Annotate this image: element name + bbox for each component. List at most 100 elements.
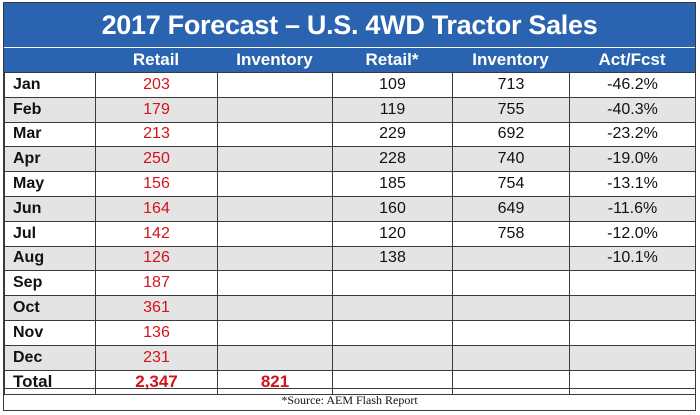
- table-row: May 156 185 754 -13.1%: [4, 171, 696, 197]
- table-row: Apr 250 228 740 -19.0%: [4, 146, 696, 173]
- header-inventory: Inventory: [236, 50, 313, 69]
- inventory-actual-cell: 692: [452, 121, 570, 148]
- month-cell: May: [4, 171, 96, 197]
- act-fcst-cell: -23.2%: [569, 121, 696, 148]
- retail-actual-cell: 185: [332, 171, 453, 197]
- act-fcst-cell: [569, 295, 696, 321]
- data-table: Jan 203 109 713 -46.2% Feb 179 119 755 -40.3% Mar 2…: [4, 72, 696, 396]
- table-row: Jul 142 120 758 -12.0%: [4, 220, 696, 247]
- inventory-cell: [217, 295, 333, 321]
- retail-actual-cell: 119: [332, 96, 453, 123]
- header-retail: Retail: [132, 50, 180, 69]
- inventory-cell: [217, 72, 333, 98]
- act-fcst-cell: -12.0%: [569, 220, 696, 247]
- table-frame: 2017 Forecast – U.S. 4WD Tractor Sales R…: [3, 2, 696, 411]
- month-cell: Feb: [4, 96, 96, 123]
- retail-actual-cell: 120: [332, 220, 453, 247]
- act-fcst-cell: -40.3%: [569, 96, 696, 123]
- inventory-cell: [217, 96, 333, 123]
- inventory-actual-cell: [452, 344, 570, 371]
- retail-cell: 179: [95, 96, 218, 123]
- act-fcst-cell: [569, 344, 696, 371]
- retail-cell: 136: [95, 319, 218, 346]
- table-row: Feb 179 119 755 -40.3%: [4, 96, 696, 123]
- retail-cell: 250: [95, 146, 218, 173]
- month-cell: Aug: [4, 245, 96, 272]
- retail-actual-cell: 160: [332, 195, 453, 222]
- inventory-cell: [217, 146, 333, 173]
- inventory-actual-cell: 754: [452, 171, 570, 197]
- month-cell: Sep: [4, 270, 96, 297]
- inventory-cell: [217, 195, 333, 222]
- inventory-actual-cell: 740: [452, 146, 570, 173]
- table-row: Oct 361: [4, 295, 696, 321]
- retail-cell: 231: [95, 344, 218, 371]
- table-row: Aug 126 138 -10.1%: [4, 245, 696, 272]
- month-cell: Nov: [4, 319, 96, 346]
- retail-actual-cell: [332, 295, 453, 321]
- inventory-actual-cell: 649: [452, 195, 570, 222]
- inventory-cell: [217, 319, 333, 346]
- retail-cell: 142: [95, 220, 218, 247]
- month-cell: Dec: [4, 344, 96, 371]
- retail-actual-cell: 228: [332, 146, 453, 173]
- retail-cell: 361: [95, 295, 218, 321]
- retail-actual-cell: [332, 344, 453, 371]
- inventory-cell: [217, 270, 333, 297]
- inventory-cell: [217, 171, 333, 197]
- act-fcst-cell: -46.2%: [569, 72, 696, 98]
- inventory-actual-cell: [452, 319, 570, 346]
- header-row: Retail Inventory Retail* Inventory Act/F…: [4, 47, 695, 72]
- retail-cell: 203: [95, 72, 218, 98]
- inventory-cell: [217, 344, 333, 371]
- retail-cell: 156: [95, 171, 218, 197]
- retail-cell: 213: [95, 121, 218, 148]
- act-fcst-cell: [569, 319, 696, 346]
- total-row: Total 2,347 821: [4, 369, 696, 396]
- inventory-actual-cell: 758: [452, 220, 570, 247]
- header-inventory-actual: Inventory: [472, 50, 549, 69]
- table-row: Nov 136: [4, 319, 696, 346]
- total-act-fcst: [569, 369, 696, 396]
- header-cell-blank: [4, 48, 95, 72]
- table-row: Jun 164 160 649 -11.6%: [4, 195, 696, 222]
- month-cell: Mar: [4, 121, 96, 148]
- table-row: Sep 187: [4, 270, 696, 297]
- retail-cell: 164: [95, 195, 218, 222]
- act-fcst-cell: -11.6%: [569, 195, 696, 222]
- inventory-cell: [217, 220, 333, 247]
- retail-actual-cell: [332, 319, 453, 346]
- table-row: Dec 231: [4, 344, 696, 371]
- month-cell: Oct: [4, 295, 96, 321]
- act-fcst-cell: -19.0%: [569, 146, 696, 173]
- retail-actual-cell: 229: [332, 121, 453, 148]
- act-fcst-cell: [569, 270, 696, 297]
- act-fcst-cell: -10.1%: [569, 245, 696, 272]
- retail-cell: 126: [95, 245, 218, 272]
- total-retail: 2,347: [95, 369, 218, 396]
- table-title: 2017 Forecast – U.S. 4WD Tractor Sales: [4, 3, 695, 47]
- inventory-cell: [217, 245, 333, 272]
- inventory-actual-cell: [452, 270, 570, 297]
- act-fcst-cell: -13.1%: [569, 171, 696, 197]
- source-note: *Source: AEM Flash Report: [4, 388, 695, 410]
- retail-actual-cell: 109: [332, 72, 453, 98]
- month-cell: Apr: [4, 146, 96, 173]
- table-body: Jan 203 109 713 -46.2% Feb 179 119 755 -40.3% Mar 2…: [4, 72, 696, 396]
- retail-cell: 187: [95, 270, 218, 297]
- inventory-actual-cell: 755: [452, 96, 570, 123]
- inventory-actual-cell: 713: [452, 72, 570, 98]
- header-retail-actual: Retail*: [365, 50, 419, 69]
- header-act-fcst: Act/Fcst: [598, 50, 666, 69]
- retail-actual-cell: [332, 270, 453, 297]
- table-row: Mar 213 229 692 -23.2%: [4, 121, 696, 148]
- retail-actual-cell: 138: [332, 245, 453, 272]
- table-row: Jan 203 109 713 -46.2%: [4, 72, 696, 98]
- month-cell: Jan: [4, 72, 96, 98]
- month-cell: Jun: [4, 195, 96, 222]
- total-retail-actual: [332, 369, 453, 396]
- month-cell: Jul: [4, 220, 96, 247]
- inventory-actual-cell: [452, 295, 570, 321]
- inventory-actual-cell: [452, 245, 570, 272]
- total-label: Total: [4, 369, 96, 396]
